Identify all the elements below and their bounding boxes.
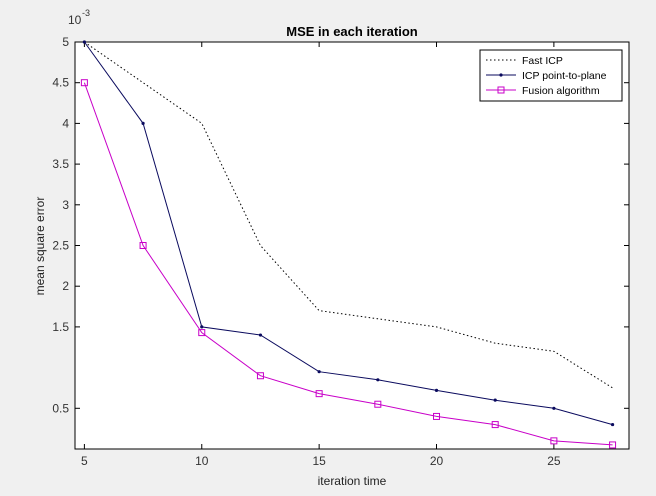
legend: Fast ICP ICP point-to-plane Fusion algorit… bbox=[479, 49, 623, 102]
y-tick-label: 5 bbox=[62, 35, 69, 49]
x-tick-label: 10 bbox=[195, 454, 209, 468]
legend-marker bbox=[497, 86, 505, 94]
data-point bbox=[200, 325, 204, 329]
legend-marker bbox=[499, 73, 503, 77]
series-layer bbox=[80, 40, 617, 449]
chart-title: MSE in each iteration bbox=[286, 24, 418, 39]
series-2 bbox=[80, 79, 617, 449]
legend-entry: ICP point-to-plane bbox=[486, 70, 607, 82]
data-point bbox=[493, 398, 497, 402]
x-tick-label: 25 bbox=[547, 454, 561, 468]
series-line bbox=[83, 41, 613, 426]
data-point bbox=[609, 441, 617, 449]
y-tick-label: 4 bbox=[62, 116, 69, 130]
data-point bbox=[434, 388, 439, 392]
y-tick-label: 4.5 bbox=[52, 76, 69, 90]
legend-label: Fusion algorithm bbox=[522, 85, 600, 97]
data-point bbox=[82, 40, 86, 44]
data-point bbox=[315, 390, 323, 398]
data-point bbox=[80, 79, 88, 87]
data-point bbox=[374, 400, 382, 408]
x-axis-ticks: 5 10 15 20 25 bbox=[81, 42, 561, 468]
data-point bbox=[491, 421, 499, 429]
y-tick-label: 3.5 bbox=[52, 157, 69, 171]
x-tick-label: 20 bbox=[430, 454, 444, 468]
y-tick-label: 2 bbox=[62, 279, 69, 293]
x-tick-label: 15 bbox=[312, 454, 326, 468]
x-axis-label: iteration time bbox=[318, 474, 387, 488]
y-axis-label: mean square error bbox=[33, 197, 47, 296]
data-point bbox=[550, 437, 558, 445]
y-axis-ticks: 0.5 1.5 2 2.5 3 3.5 4 4.5 5 bbox=[52, 35, 629, 415]
data-point bbox=[433, 412, 441, 420]
data-point bbox=[552, 406, 556, 410]
data-point bbox=[256, 372, 264, 380]
y-tick-label: 0.5 bbox=[52, 401, 69, 415]
plot-area bbox=[74, 41, 630, 450]
legend-label: ICP point-to-plane bbox=[522, 70, 607, 82]
y-exponent-power: -3 bbox=[82, 8, 90, 18]
y-tick-label: 3 bbox=[62, 198, 69, 212]
data-point bbox=[141, 121, 145, 125]
data-point bbox=[376, 378, 380, 382]
legend-entry: Fusion algorithm bbox=[486, 85, 600, 97]
series-1 bbox=[82, 40, 615, 427]
series-line bbox=[83, 82, 613, 446]
legend-label: Fast ICP bbox=[522, 55, 563, 67]
y-tick-label: 2.5 bbox=[52, 239, 69, 253]
x-tick-label: 5 bbox=[81, 454, 88, 468]
data-point bbox=[610, 422, 615, 427]
data-point bbox=[198, 329, 206, 337]
legend-entry: Fast ICP bbox=[486, 55, 563, 67]
y-tick-label: 1.5 bbox=[52, 320, 69, 334]
y-exponent-base: 10 bbox=[68, 13, 82, 27]
data-point bbox=[139, 242, 147, 249]
data-point bbox=[258, 333, 263, 337]
data-point bbox=[317, 370, 321, 374]
